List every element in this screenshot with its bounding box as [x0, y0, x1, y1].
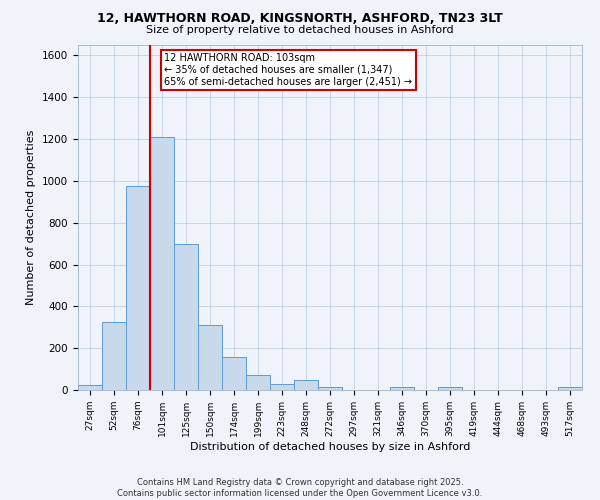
Bar [150, 137, 174, 390]
Bar [126, 186, 150, 390]
Bar [198, 325, 222, 390]
Text: 12, HAWTHORN ROAD, KINGSNORTH, ASHFORD, TN23 3LT: 12, HAWTHORN ROAD, KINGSNORTH, ASHFORD, … [97, 12, 503, 26]
Bar [222, 356, 246, 390]
Text: 12 HAWTHORN ROAD: 103sqm
← 35% of detached houses are smaller (1,347)
65% of sem: 12 HAWTHORN ROAD: 103sqm ← 35% of detach… [164, 54, 412, 86]
Bar [78, 385, 102, 390]
Bar [294, 380, 318, 390]
Bar [270, 384, 294, 390]
Bar [102, 322, 126, 390]
Bar [318, 387, 342, 390]
Bar [246, 376, 270, 390]
X-axis label: Distribution of detached houses by size in Ashford: Distribution of detached houses by size … [190, 442, 470, 452]
Text: Size of property relative to detached houses in Ashford: Size of property relative to detached ho… [146, 25, 454, 35]
Bar [558, 388, 582, 390]
Bar [438, 387, 462, 390]
Y-axis label: Number of detached properties: Number of detached properties [26, 130, 37, 305]
Bar [174, 244, 198, 390]
Bar [390, 387, 414, 390]
Text: Contains HM Land Registry data © Crown copyright and database right 2025.
Contai: Contains HM Land Registry data © Crown c… [118, 478, 482, 498]
